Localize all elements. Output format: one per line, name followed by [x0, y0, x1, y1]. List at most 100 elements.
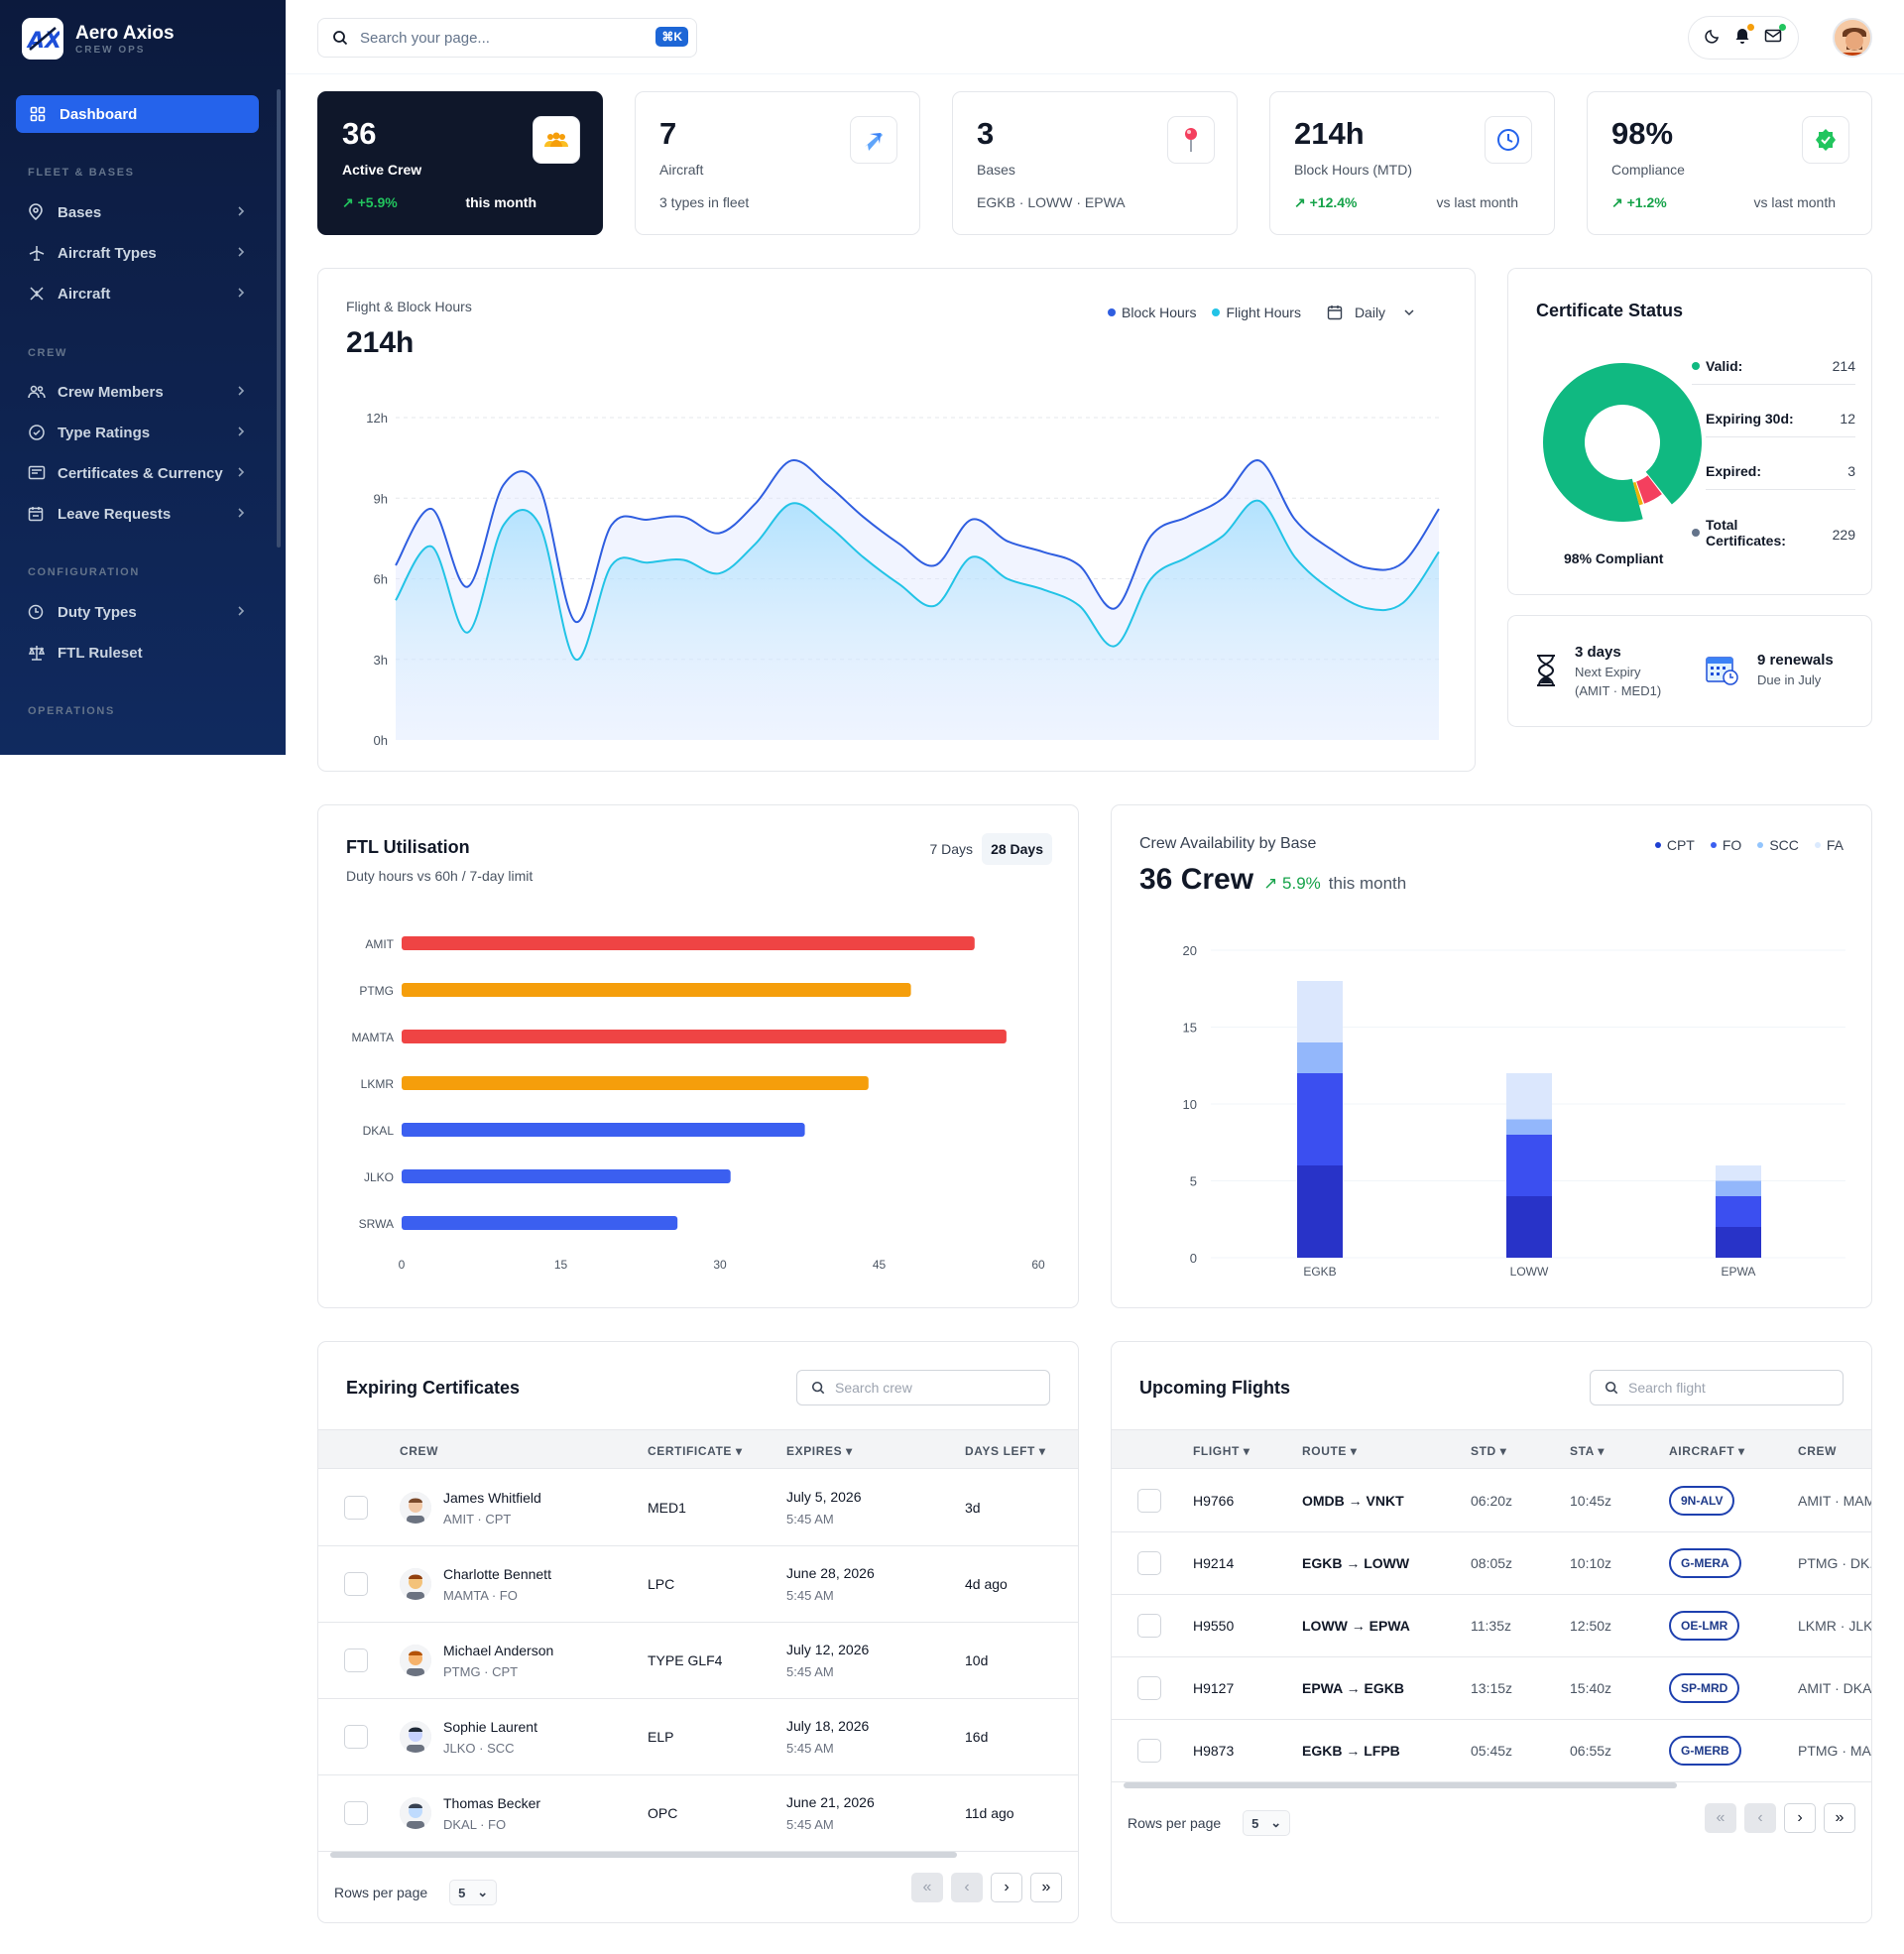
crew-bar-fa[interactable] — [1506, 1073, 1552, 1120]
aircraft-badge[interactable]: OE-LMR — [1669, 1611, 1740, 1641]
legend-scc[interactable]: SCC — [1757, 837, 1799, 853]
table-row[interactable]: H9873 EGKB → LFPB 05:45z 06:55z G-MERB PTMG ·… — [1112, 1720, 1871, 1782]
last-page-button[interactable]: » — [1824, 1803, 1855, 1833]
col-flight[interactable]: FLIGHT ▾ — [1193, 1444, 1250, 1458]
legend-flight-hours[interactable]: Flight Hours — [1212, 305, 1301, 320]
donut-slice-valid[interactable] — [1543, 363, 1702, 522]
row-checkbox[interactable] — [1137, 1614, 1161, 1638]
sidebar-item-type-ratings[interactable]: Type Ratings — [28, 419, 246, 446]
ftl-bar[interactable] — [402, 1076, 869, 1090]
row-checkbox[interactable] — [1137, 1739, 1161, 1763]
user-avatar[interactable] — [1833, 18, 1872, 58]
table-row[interactable]: Michael Anderson PTMG · CPT TYPE GLF4 July … — [318, 1623, 1078, 1699]
aircraft-badge[interactable]: SP-MRD — [1669, 1673, 1740, 1703]
row-checkbox[interactable] — [1137, 1489, 1161, 1513]
aircraft-badge[interactable]: G-MERB — [1669, 1736, 1741, 1766]
mail-icon[interactable] — [1764, 23, 1786, 49]
period-select[interactable]: Daily — [1327, 305, 1415, 320]
table-row[interactable]: Thomas Becker DKAL · FO OPC June 21, 2026 5:… — [318, 1775, 1078, 1852]
donut-slice-expiring-30d[interactable] — [1636, 475, 1662, 504]
sidebar-item-ftl-ruleset[interactable]: FTL Ruleset — [28, 639, 246, 667]
aircraft-badge[interactable]: G-MERA — [1669, 1548, 1741, 1578]
stat-card-active-crew[interactable]: 36 Active Crew ↗ +5.9% this month — [317, 91, 603, 235]
col-expires[interactable]: EXPIRES ▾ — [786, 1444, 853, 1458]
row-checkbox[interactable] — [344, 1649, 368, 1672]
table-row[interactable]: H9127 EPWA → EGKB 13:15z 15:40z SP-MRD AMIT ·… — [1112, 1657, 1871, 1720]
first-page-button[interactable]: « — [911, 1873, 943, 1902]
ftl-bar[interactable] — [402, 936, 975, 950]
horizontal-scrollbar[interactable] — [1124, 1782, 1677, 1788]
table-row[interactable]: James Whitfield AMIT · CPT MED1 July 5, 202… — [318, 1470, 1078, 1546]
stat-card-aircraft[interactable]: 7 Aircraft 3 types in fleet — [635, 91, 920, 235]
sidebar-item-aircraft-types[interactable]: Aircraft Types — [28, 239, 246, 267]
crew-bar-fa[interactable] — [1716, 1165, 1761, 1181]
row-checkbox[interactable] — [344, 1572, 368, 1596]
stat-card-bases[interactable]: 3 Bases EGKB · LOWW · EPWA — [952, 91, 1238, 235]
legend-cpt[interactable]: CPT — [1654, 837, 1695, 853]
stat-card-block-hours[interactable]: 214h Block Hours (MTD) ↗ +12.4% vs last … — [1269, 91, 1555, 235]
col-sta[interactable]: STA ▾ — [1570, 1444, 1606, 1458]
sidebar-item-crew-members[interactable]: Crew Members — [28, 378, 246, 406]
row-checkbox[interactable] — [1137, 1676, 1161, 1700]
ftl-bar[interactable] — [402, 1169, 731, 1183]
col-aircraft[interactable]: AIRCRAFT ▾ — [1669, 1444, 1745, 1458]
sidebar-scrollbar[interactable] — [277, 89, 281, 548]
rows-per-page-select[interactable]: 5 ⌄ — [449, 1880, 498, 1905]
crew-bar-cpt[interactable] — [1506, 1196, 1552, 1258]
sidebar-item-duty-types[interactable]: Duty Types — [28, 598, 246, 626]
legend-fo[interactable]: FO — [1710, 837, 1741, 853]
col-days-left[interactable]: DAYS LEFT ▾ — [965, 1444, 1046, 1458]
crew-bar-fo[interactable] — [1297, 1073, 1343, 1165]
aircraft-badge[interactable]: 9N-ALV — [1669, 1486, 1735, 1516]
table-row[interactable]: H9214 EGKB → LOWW 08:05z 10:10z G-MERA PTMG ·… — [1112, 1532, 1871, 1595]
ftl-bar[interactable] — [402, 1030, 1007, 1043]
crew-bar-scc[interactable] — [1506, 1119, 1552, 1136]
table-row[interactable]: Charlotte Bennett MAMTA · FO LPC June 28, 2… — [318, 1546, 1078, 1623]
last-page-button[interactable]: » — [1030, 1873, 1062, 1902]
next-page-button[interactable]: › — [1784, 1803, 1816, 1833]
brand[interactable]: AX Aero Axios CREW OPS — [22, 18, 175, 60]
crew-bar-fa[interactable] — [1297, 981, 1343, 1042]
donut-slice-expired[interactable] — [1632, 481, 1643, 506]
crew-bar-scc[interactable] — [1297, 1042, 1343, 1073]
ftl-bar[interactable] — [402, 983, 911, 997]
first-page-button[interactable]: « — [1705, 1803, 1736, 1833]
sidebar-item-dashboard[interactable]: Dashboard — [16, 95, 259, 133]
stat-card-compliance[interactable]: 98% Compliance ↗ +1.2% vs last month — [1587, 91, 1872, 235]
tab-7-days[interactable]: 7 Days — [929, 841, 974, 857]
crew-search-input[interactable]: Search crew — [796, 1370, 1050, 1405]
rows-per-page-select[interactable]: 5 ⌄ — [1243, 1810, 1291, 1836]
search-input[interactable]: Search your page... ⌘K — [317, 18, 697, 58]
sidebar-item-aircraft[interactable]: Aircraft — [28, 280, 246, 307]
row-checkbox[interactable] — [1137, 1551, 1161, 1575]
prev-page-button[interactable]: ‹ — [1744, 1803, 1776, 1833]
legend-fa[interactable]: FA — [1814, 837, 1844, 853]
crew-bar-fo[interactable] — [1716, 1196, 1761, 1227]
sidebar-item-bases[interactable]: Bases — [28, 198, 246, 226]
col-std[interactable]: STD ▾ — [1471, 1444, 1507, 1458]
col-route[interactable]: ROUTE ▾ — [1302, 1444, 1358, 1458]
next-page-button[interactable]: › — [991, 1873, 1022, 1902]
sidebar-item-leave-requests[interactable]: Leave Requests — [28, 500, 246, 528]
crew-bar-fo[interactable] — [1506, 1135, 1552, 1196]
prev-page-button[interactable]: ‹ — [951, 1873, 983, 1902]
moon-icon[interactable] — [1705, 28, 1721, 49]
row-checkbox[interactable] — [344, 1801, 368, 1825]
crew-bar-scc[interactable] — [1716, 1180, 1761, 1197]
row-checkbox[interactable] — [344, 1496, 368, 1520]
crew-bar-cpt[interactable] — [1297, 1165, 1343, 1258]
table-row[interactable]: H9766 OMDB → VNKT 06:20z 10:45z 9N-ALV AMIT ·… — [1112, 1470, 1871, 1532]
legend-block-hours[interactable]: Block Hours — [1108, 305, 1196, 320]
bell-icon[interactable] — [1733, 23, 1754, 50]
crew-bar-cpt[interactable] — [1716, 1227, 1761, 1258]
col-certificate[interactable]: CERTIFICATE ▾ — [648, 1444, 743, 1458]
table-row[interactable]: Sophie Laurent JLKO · SCC ELP July 18, 2026… — [318, 1699, 1078, 1775]
flight-search-input[interactable]: Search flight — [1590, 1370, 1844, 1405]
sidebar-item-certificates[interactable]: Certificates & Currency — [28, 459, 246, 487]
ftl-bar[interactable] — [402, 1123, 805, 1137]
ftl-bar[interactable] — [402, 1216, 678, 1230]
table-row[interactable]: H9550 LOWW → EPWA 11:35z 12:50z OE-LMR LKMR ·… — [1112, 1595, 1871, 1657]
horizontal-scrollbar[interactable] — [330, 1852, 957, 1858]
tab-28-days[interactable]: 28 Days — [982, 833, 1052, 865]
row-checkbox[interactable] — [344, 1725, 368, 1749]
